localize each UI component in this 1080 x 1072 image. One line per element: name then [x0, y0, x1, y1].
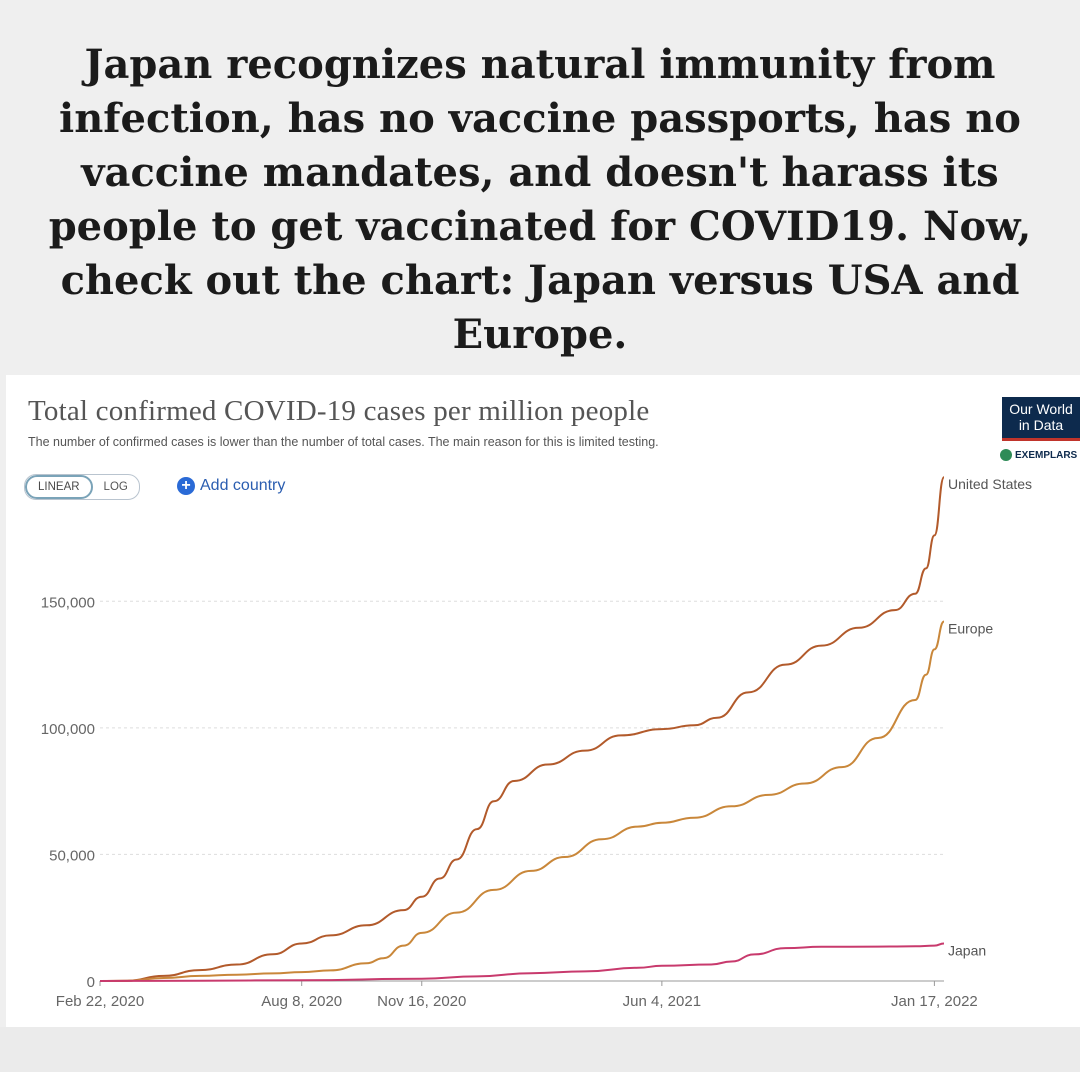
series-line-united-states [99, 476, 945, 982]
x-tick-label: Jan 17, 2022 [891, 993, 978, 1010]
series-label-japan: Japan [948, 943, 986, 959]
x-tick-label: Nov 16, 2020 [377, 993, 466, 1010]
y-tick-label: 0 [87, 974, 95, 991]
y-tick-label: 100,000 [41, 721, 95, 738]
exemplars-label: EXEMPLARS [1015, 449, 1078, 461]
add-country-label: Add country [200, 477, 286, 494]
x-tick-label: Aug 8, 2020 [261, 993, 342, 1010]
plus-icon: + [177, 477, 195, 495]
logo-line-2: in Data [1018, 417, 1064, 433]
series-line-japan [99, 942, 945, 982]
our-world-in-data-logo[interactable]: Our World in Data [1002, 397, 1080, 441]
headline-text: Japan recognizes natural immunity from i… [48, 41, 1032, 358]
exemplars-logo: EXEMPLARS [1000, 446, 1080, 464]
y-tick-label: 50,000 [49, 847, 95, 864]
series-label-united-states: United States [948, 476, 1032, 492]
chart-subtitle: The number of confirmed cases is lower t… [28, 435, 659, 449]
series-line-europe [99, 620, 945, 982]
log-scale-button[interactable]: LOG [103, 481, 128, 493]
chart-card: Total confirmed COVID-19 cases per milli… [6, 375, 1080, 1027]
logo-line-1: Our World [1009, 401, 1073, 417]
chart-title: Total confirmed COVID-19 cases per milli… [28, 395, 650, 427]
bottom-strip [0, 1027, 1080, 1072]
x-tick-label: Feb 22, 2020 [56, 993, 144, 1010]
linear-scale-button[interactable]: LINEAR [25, 475, 93, 499]
scale-toggle: LINEAR LOG [24, 474, 140, 500]
y-tick-label: 150,000 [41, 594, 95, 611]
x-tick-label: Jun 4, 2021 [623, 993, 701, 1010]
add-country-button[interactable]: + Add country [177, 474, 285, 498]
series-label-europe: Europe [948, 621, 993, 637]
globe-icon [1000, 449, 1012, 461]
